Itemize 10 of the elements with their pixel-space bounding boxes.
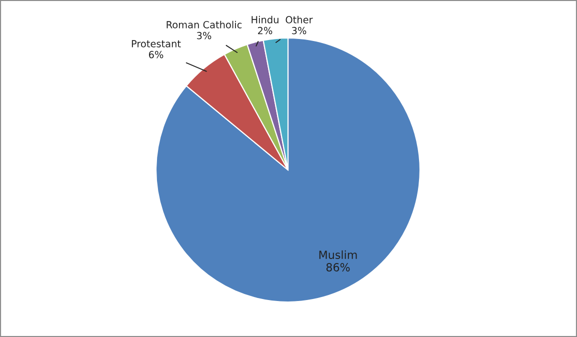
slice-label: Hindu (252, 16, 278, 24)
data-label: 86% (326, 263, 350, 272)
data-label: 2% (258, 26, 272, 34)
data-label: 3% (292, 26, 306, 34)
data-label: 3% (197, 32, 212, 40)
slice-label: Other (286, 16, 313, 24)
slice-label: Muslim (319, 250, 357, 260)
data-label: 6% (148, 50, 164, 58)
slice-label: Protestant (132, 40, 181, 48)
slice-label: Roman Catholic (166, 20, 242, 28)
